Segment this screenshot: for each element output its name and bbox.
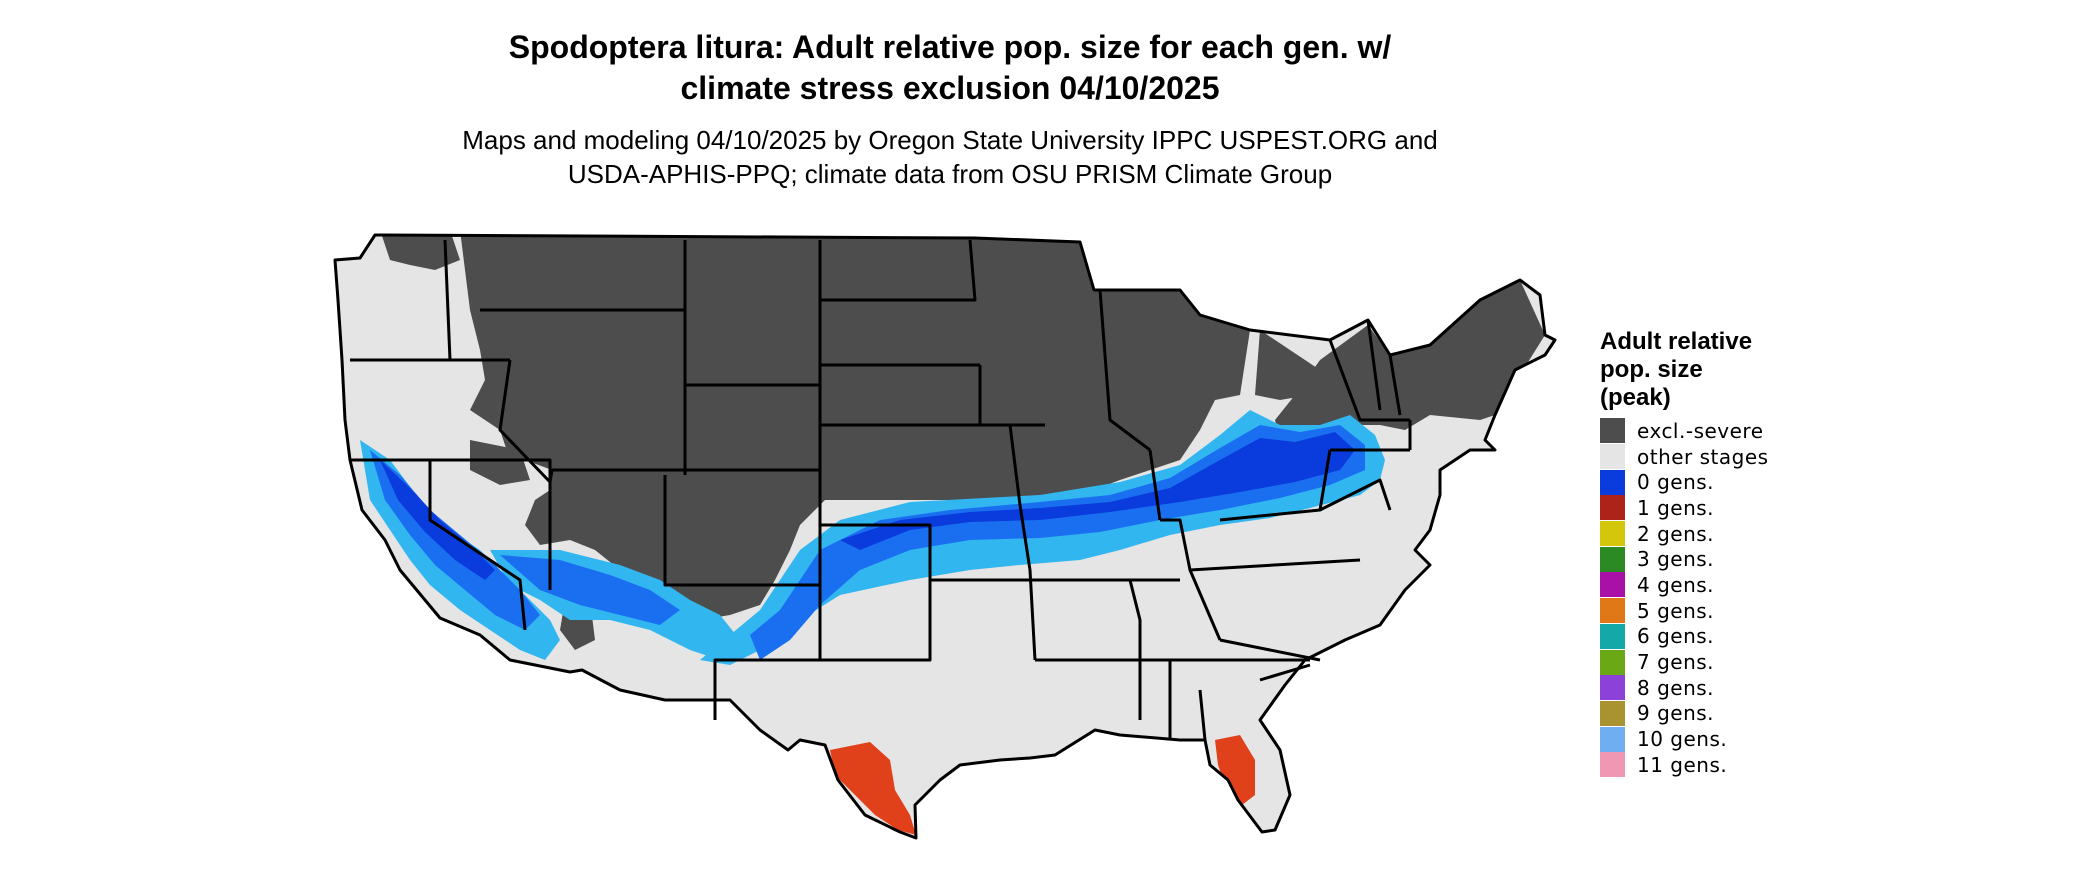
legend-item: 0 gens. <box>1600 469 1900 495</box>
legend-item: excl.-severe <box>1600 418 1900 444</box>
legend-label: 4 gens. <box>1637 572 1715 597</box>
legend-item: 3 gens. <box>1600 546 1900 572</box>
legend-swatch <box>1600 418 1625 444</box>
legend-swatch <box>1600 752 1625 778</box>
us-map-svg <box>333 233 1557 840</box>
legend-swatch <box>1600 521 1625 547</box>
legend-label: excl.-severe <box>1637 418 1764 443</box>
map-title-line-2: climate stress exclusion 04/10/2025 <box>680 70 1220 106</box>
legend-item: 9 gens. <box>1600 700 1900 727</box>
legend-item: 2 gens. <box>1600 521 1900 547</box>
legend-label: 5 gens. <box>1637 598 1715 623</box>
legend-title-line-1: Adult relative <box>1600 328 1753 355</box>
legend-swatch <box>1600 675 1625 701</box>
legend-item: 6 gens. <box>1600 623 1900 650</box>
legend-item: 11 gens. <box>1600 752 1900 778</box>
map-title: Spodoptera litura: Adult relative pop. s… <box>0 27 1900 109</box>
map-subtitle-line-2: USDA-APHIS-PPQ; climate data from OSU PR… <box>567 159 1333 189</box>
legend-swatch <box>1600 623 1625 649</box>
legend-item: 8 gens. <box>1600 675 1900 701</box>
map-subtitle-line-1: Maps and modeling 04/10/2025 by Oregon S… <box>462 125 1438 155</box>
legend-label: 2 gens. <box>1637 521 1715 546</box>
legend-item: 7 gens. <box>1600 649 1900 675</box>
legend-title: Adult relative pop. size (peak) <box>1600 328 1900 412</box>
legend-item: other stages <box>1600 444 1900 470</box>
legend-item: 1 gens. <box>1600 495 1900 521</box>
legend-swatch <box>1600 546 1625 572</box>
legend-title-line-3: (peak) <box>1600 384 1671 411</box>
legend-title-line-2: pop. size <box>1600 356 1703 383</box>
legend-label: 10 gens. <box>1637 727 1728 752</box>
map-subtitle: Maps and modeling 04/10/2025 by Oregon S… <box>0 123 1900 191</box>
legend-item: 10 gens. <box>1600 726 1900 752</box>
legend-label: 7 gens. <box>1637 650 1715 675</box>
legend-swatch <box>1600 726 1625 752</box>
excluded-regions <box>380 235 1545 650</box>
legend-items: excl.-severe other stages 0 gens. 1 gens… <box>1600 418 1900 778</box>
legend-swatch <box>1600 572 1625 598</box>
legend-label: 1 gens. <box>1637 495 1715 520</box>
map-fill <box>335 235 1555 838</box>
map-title-line-1: Spodoptera litura: Adult relative pop. s… <box>508 29 1392 65</box>
legend: Adult relative pop. size (peak) excl.-se… <box>1600 328 1900 778</box>
state-borders <box>333 233 1557 840</box>
us-map <box>320 220 1580 890</box>
legend-item: 4 gens. <box>1600 572 1900 598</box>
legend-label: 6 gens. <box>1637 624 1715 649</box>
deep-blue-band <box>380 432 1355 580</box>
legend-swatch <box>1600 598 1625 624</box>
legend-label: 8 gens. <box>1637 675 1715 700</box>
legend-swatch <box>1600 444 1625 470</box>
legend-label: 11 gens. <box>1637 752 1728 777</box>
legend-swatch <box>1600 495 1625 521</box>
legend-label: 9 gens. <box>1637 701 1715 726</box>
legend-swatch <box>1600 649 1625 675</box>
red-regions <box>830 735 1255 835</box>
legend-label: 3 gens. <box>1637 547 1715 572</box>
legend-item: 5 gens. <box>1600 598 1900 624</box>
legend-label: other stages <box>1637 444 1769 469</box>
legend-swatch <box>1600 700 1625 726</box>
legend-label: 0 gens. <box>1637 470 1715 495</box>
legend-swatch <box>1600 469 1625 495</box>
